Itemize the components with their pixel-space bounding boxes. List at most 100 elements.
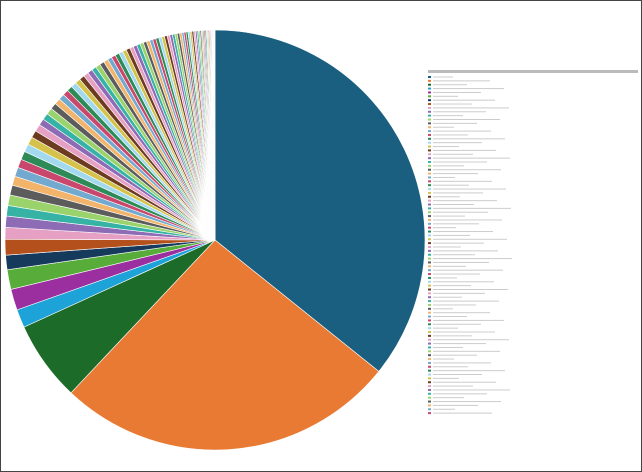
legend-entry xyxy=(433,258,512,260)
legend-swatch xyxy=(428,91,431,94)
legend-entry xyxy=(433,404,478,406)
legend-swatch xyxy=(428,76,431,78)
legend-swatch xyxy=(428,265,431,268)
legend-entry xyxy=(433,176,455,178)
legend-swatch xyxy=(428,327,431,330)
legend-swatch xyxy=(428,172,431,175)
legend-swatch xyxy=(428,412,431,415)
legend-entry xyxy=(433,408,455,410)
legend-entry xyxy=(433,254,475,256)
legend-entry xyxy=(433,312,490,314)
legend-swatch xyxy=(428,153,431,156)
legend-entry xyxy=(433,200,497,202)
legend-swatch xyxy=(428,126,431,129)
legend-swatch xyxy=(428,222,431,225)
legend-entry xyxy=(433,107,509,109)
legend-swatch xyxy=(428,188,431,191)
legend-swatch xyxy=(428,334,431,337)
legend-entry xyxy=(433,370,505,372)
legend-swatch xyxy=(428,261,431,264)
legend-swatch xyxy=(428,307,431,310)
legend-swatch xyxy=(428,180,431,183)
legend-entry xyxy=(433,296,462,298)
legend-swatch xyxy=(428,388,431,391)
legend-swatch xyxy=(428,95,431,98)
legend-entry xyxy=(433,173,478,175)
legend-entry xyxy=(433,238,507,240)
legend-entry xyxy=(433,397,464,399)
legend-swatch xyxy=(428,122,431,125)
legend-entry xyxy=(433,389,510,391)
legend-entry xyxy=(433,211,488,213)
legend-entry xyxy=(433,261,489,263)
legend-entry xyxy=(433,215,465,217)
legend-swatch xyxy=(428,110,431,113)
legend-swatch xyxy=(428,195,431,198)
legend-entry xyxy=(433,115,463,117)
legend-entry xyxy=(433,165,464,167)
legend-entry xyxy=(433,289,508,290)
legend-swatch xyxy=(428,199,431,202)
legend-entry xyxy=(433,316,467,318)
legend-swatch xyxy=(428,358,431,361)
legend-swatch xyxy=(428,103,431,106)
legend-swatch xyxy=(428,79,431,82)
legend-entry xyxy=(433,76,453,78)
legend-swatch xyxy=(428,226,431,229)
legend-entry xyxy=(433,401,501,403)
legend-swatch xyxy=(428,246,431,248)
legend-swatch xyxy=(428,319,431,322)
legend-swatch xyxy=(428,381,431,384)
legend-swatch xyxy=(428,191,431,194)
legend-entry xyxy=(433,188,506,190)
legend-entry xyxy=(433,300,499,302)
legend-swatch xyxy=(428,83,431,86)
legend-entry xyxy=(433,362,491,364)
legend-swatch xyxy=(428,168,431,171)
legend-entry xyxy=(433,196,460,198)
legend-swatch xyxy=(428,303,431,306)
legend-swatch xyxy=(428,396,431,399)
legend-entry xyxy=(433,84,467,86)
legend xyxy=(428,76,512,415)
legend-swatch xyxy=(428,184,431,187)
legend-swatch xyxy=(428,276,431,279)
legend-entry xyxy=(433,339,509,341)
legend-swatch xyxy=(428,369,431,372)
legend-swatch xyxy=(428,365,431,368)
legend-entry xyxy=(433,169,501,171)
legend-swatch xyxy=(428,323,431,326)
legend-swatch xyxy=(428,350,431,353)
legend-swatch xyxy=(428,253,431,256)
pie-slice xyxy=(70,239,380,451)
legend-swatch xyxy=(428,249,431,252)
legend-entry xyxy=(433,111,486,113)
legend-swatch xyxy=(428,385,431,388)
legend-entry xyxy=(433,250,498,252)
legend-swatch xyxy=(428,300,431,303)
legend-entry xyxy=(433,292,485,294)
legend-swatch xyxy=(428,354,431,357)
legend-entry xyxy=(433,381,496,383)
legend-entry xyxy=(433,134,468,136)
legend-entry xyxy=(433,126,454,128)
legend-swatch xyxy=(428,215,431,218)
legend-swatch xyxy=(428,211,431,214)
legend-swatch xyxy=(428,145,431,148)
legend-swatch xyxy=(428,273,431,276)
legend-entry xyxy=(433,335,472,337)
legend-swatch xyxy=(428,292,431,295)
legend-swatch xyxy=(428,203,431,206)
legend-swatch xyxy=(428,342,431,345)
legend-entry xyxy=(433,358,454,360)
legend-swatch xyxy=(428,408,431,411)
legend-entry xyxy=(433,80,490,82)
legend-entry xyxy=(433,103,472,105)
legend-entry xyxy=(433,138,505,140)
legend-entry xyxy=(433,346,463,348)
legend-entry xyxy=(433,142,482,144)
pie xyxy=(4,29,426,451)
legend-swatch xyxy=(428,157,431,160)
legend-entry xyxy=(433,207,511,209)
